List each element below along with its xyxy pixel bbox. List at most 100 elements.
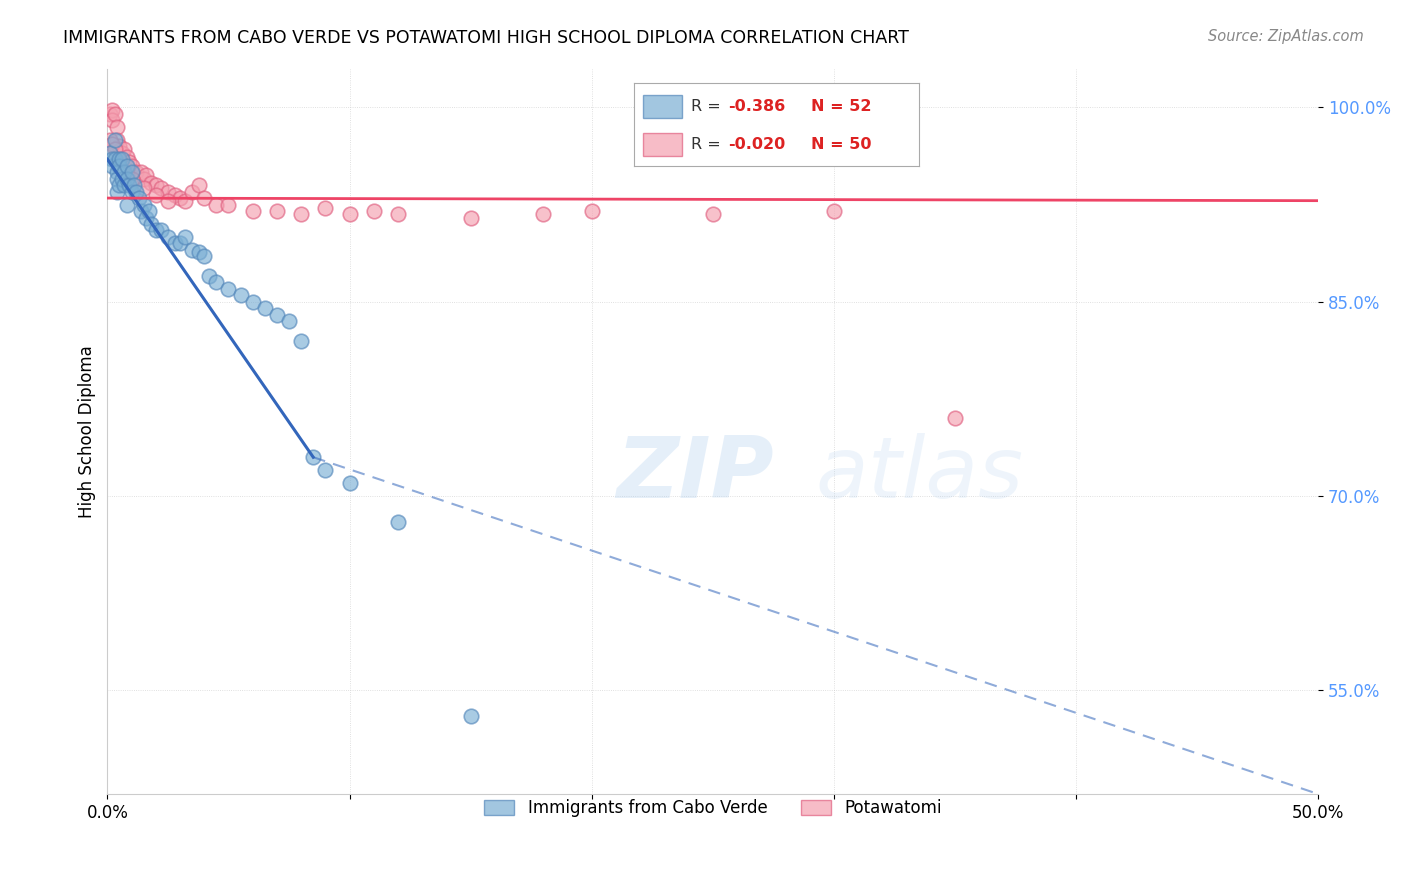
Point [229,288,252,302]
Point [581,204,603,219]
Point [193,249,215,263]
Point [105,185,128,199]
Point [101,136,124,151]
Y-axis label: High School Diploma: High School Diploma [79,345,96,517]
Point [302,450,325,465]
Text: atlas: atlas [815,434,1024,516]
Point [118,154,141,169]
Point [104,152,127,166]
Point [115,159,138,173]
Point [108,139,131,153]
Point [205,197,228,211]
Point [173,194,195,208]
Point [198,268,221,283]
Point [135,211,157,225]
Point [115,171,138,186]
Point [188,178,211,193]
Point [108,152,131,166]
Point [132,180,155,194]
Point [149,180,172,194]
Point [98,107,121,121]
Point [98,133,121,147]
Point [145,188,167,202]
Point [253,301,276,316]
Point [132,171,155,186]
Point [169,236,191,251]
Point [387,206,409,220]
Point [118,178,141,193]
Point [105,165,128,179]
Point [242,204,264,219]
Point [702,206,724,220]
Point [387,515,409,529]
Point [149,223,172,237]
Point [943,411,966,425]
Text: Source: ZipAtlas.com: Source: ZipAtlas.com [1208,29,1364,44]
Point [125,185,148,199]
Point [122,178,145,193]
Point [105,171,128,186]
Point [108,152,131,166]
Point [205,275,228,289]
Point [460,709,482,723]
Point [101,103,124,117]
Point [108,178,131,193]
Point [156,185,179,199]
Point [266,308,288,322]
Point [129,204,152,219]
Point [460,211,482,225]
Point [112,178,135,193]
Point [111,145,134,160]
Point [128,191,150,205]
Point [188,245,211,260]
Point [165,188,187,202]
Point [139,176,162,190]
Point [111,171,134,186]
Legend: Immigrants from Cabo Verde, Potawatomi: Immigrants from Cabo Verde, Potawatomi [475,791,950,826]
Point [145,178,167,193]
Point [98,145,121,160]
Point [266,204,288,219]
Point [531,206,554,220]
Point [173,230,195,244]
Point [108,159,131,173]
Point [105,120,128,134]
Point [101,159,124,173]
Point [290,334,312,348]
Point [104,142,127,156]
Point [125,165,148,179]
Point [145,223,167,237]
Point [169,191,191,205]
Point [112,142,135,156]
Point [314,463,336,477]
Point [135,168,157,182]
Point [129,165,152,179]
Point [115,150,138,164]
Text: ZIP: ZIP [616,434,773,516]
Point [278,314,301,328]
Point [121,165,143,179]
Point [339,476,361,491]
Point [111,152,134,166]
Point [101,152,124,166]
Point [104,133,127,147]
Point [217,282,239,296]
Point [156,194,179,208]
Point [121,171,143,186]
Point [112,165,135,179]
Text: IMMIGRANTS FROM CABO VERDE VS POTAWATOMI HIGH SCHOOL DIPLOMA CORRELATION CHART: IMMIGRANTS FROM CABO VERDE VS POTAWATOMI… [63,29,910,46]
Point [115,197,138,211]
Point [101,113,124,128]
Point [139,217,162,231]
Point [156,230,179,244]
Point [181,243,204,257]
Point [165,236,187,251]
Point [217,197,239,211]
Point [121,159,143,173]
Point [181,185,204,199]
Point [314,202,336,216]
Point [132,197,155,211]
Point [339,206,361,220]
Point [121,185,143,199]
Point [193,191,215,205]
